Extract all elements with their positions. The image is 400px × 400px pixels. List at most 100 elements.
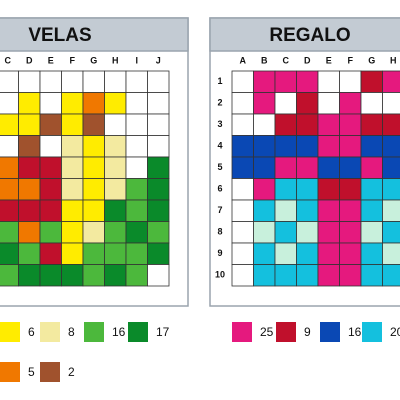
grid-cell [39, 264, 62, 287]
grid-cell [0, 70, 19, 93]
grid-cell [104, 113, 127, 136]
grid-cell [274, 156, 297, 179]
grid-cell [39, 113, 62, 136]
grid-cell [382, 70, 400, 93]
grid-cell [39, 242, 62, 265]
grid-cell [0, 221, 19, 244]
grid-cell [61, 70, 84, 93]
legend-count: 25 [260, 325, 274, 339]
legend-count: 16 [348, 325, 362, 339]
grid-cell [104, 242, 127, 265]
grid-cell [18, 264, 41, 287]
grid-cell [296, 156, 319, 179]
grid-cell [39, 135, 62, 158]
grid-cell [253, 221, 276, 244]
grid-cell [382, 199, 400, 222]
grid-cell [61, 156, 84, 179]
grid-cell [82, 199, 105, 222]
grid-cell [317, 178, 340, 201]
legend-swatch [362, 322, 382, 342]
grid-cell [274, 199, 297, 222]
grid-cell [360, 178, 383, 201]
column-label: E [48, 55, 54, 65]
grid-cell [231, 178, 254, 201]
grid-cell [147, 242, 170, 265]
grid-cell [82, 70, 105, 93]
grid-cell [82, 264, 105, 287]
grid-cell [82, 113, 105, 136]
grid-cell [317, 264, 340, 287]
grid-cell [125, 178, 148, 201]
grid-cell [231, 264, 254, 287]
grid-cell [360, 242, 383, 265]
grid-cell [147, 92, 170, 115]
grid-cell [104, 178, 127, 201]
grid-cell [360, 92, 383, 115]
grid-cell [317, 113, 340, 136]
grid-cell [104, 156, 127, 179]
grid-cell [274, 113, 297, 136]
column-label: H [390, 55, 397, 65]
legend-swatch [0, 362, 20, 382]
legend-swatch [40, 322, 60, 342]
grid-cell [253, 113, 276, 136]
grid-cell [296, 242, 319, 265]
column-label: G [90, 55, 97, 65]
grid-cell [339, 178, 362, 201]
grid-cell [296, 178, 319, 201]
grid-cell [339, 221, 362, 244]
legend-swatch [84, 322, 104, 342]
grid-cell [253, 92, 276, 115]
grid-cell [360, 221, 383, 244]
row-label: 9 [217, 248, 222, 258]
grid-cell [0, 92, 19, 115]
grid-cell [317, 221, 340, 244]
column-label: F [348, 55, 354, 65]
grid-cell [382, 264, 400, 287]
grid-cell [125, 156, 148, 179]
grid-cell [39, 156, 62, 179]
grid-cell [147, 135, 170, 158]
grid-cell [104, 92, 127, 115]
grid-cell [0, 156, 19, 179]
grid-cell [296, 70, 319, 93]
grid-cell [147, 264, 170, 287]
grid-cell [274, 221, 297, 244]
grid-cell [296, 221, 319, 244]
grid-cell [382, 156, 400, 179]
panel-header [209, 17, 400, 52]
grid-cell [147, 199, 170, 222]
grid-cell [253, 199, 276, 222]
row-label: 3 [217, 119, 222, 129]
grid-cell [231, 242, 254, 265]
legend-count: 2 [68, 365, 75, 379]
grid-cell [231, 156, 254, 179]
grid-cell [360, 199, 383, 222]
grid-cell [104, 199, 127, 222]
grid-cell [18, 70, 41, 93]
grid-cell [0, 135, 19, 158]
grid-cell [274, 178, 297, 201]
grid-cell [339, 156, 362, 179]
row-label: 4 [217, 141, 222, 151]
legend-count: 6 [28, 325, 35, 339]
legend-swatch [320, 322, 340, 342]
grid-cell [296, 199, 319, 222]
grid-cell [317, 70, 340, 93]
grid-cell [317, 242, 340, 265]
grid-cell [82, 242, 105, 265]
legend-swatch [40, 362, 60, 382]
panel-title: VELAS [28, 25, 91, 46]
column-label: I [135, 55, 138, 65]
grid-cell [296, 135, 319, 158]
legend-swatch [128, 322, 148, 342]
grid-cell [382, 113, 400, 136]
grid-cell [339, 242, 362, 265]
grid-cell [39, 70, 62, 93]
grid-cell [18, 92, 41, 115]
column-label: E [326, 55, 332, 65]
grid-cell [360, 113, 383, 136]
grid-cell [231, 113, 254, 136]
grid-cell [0, 113, 19, 136]
